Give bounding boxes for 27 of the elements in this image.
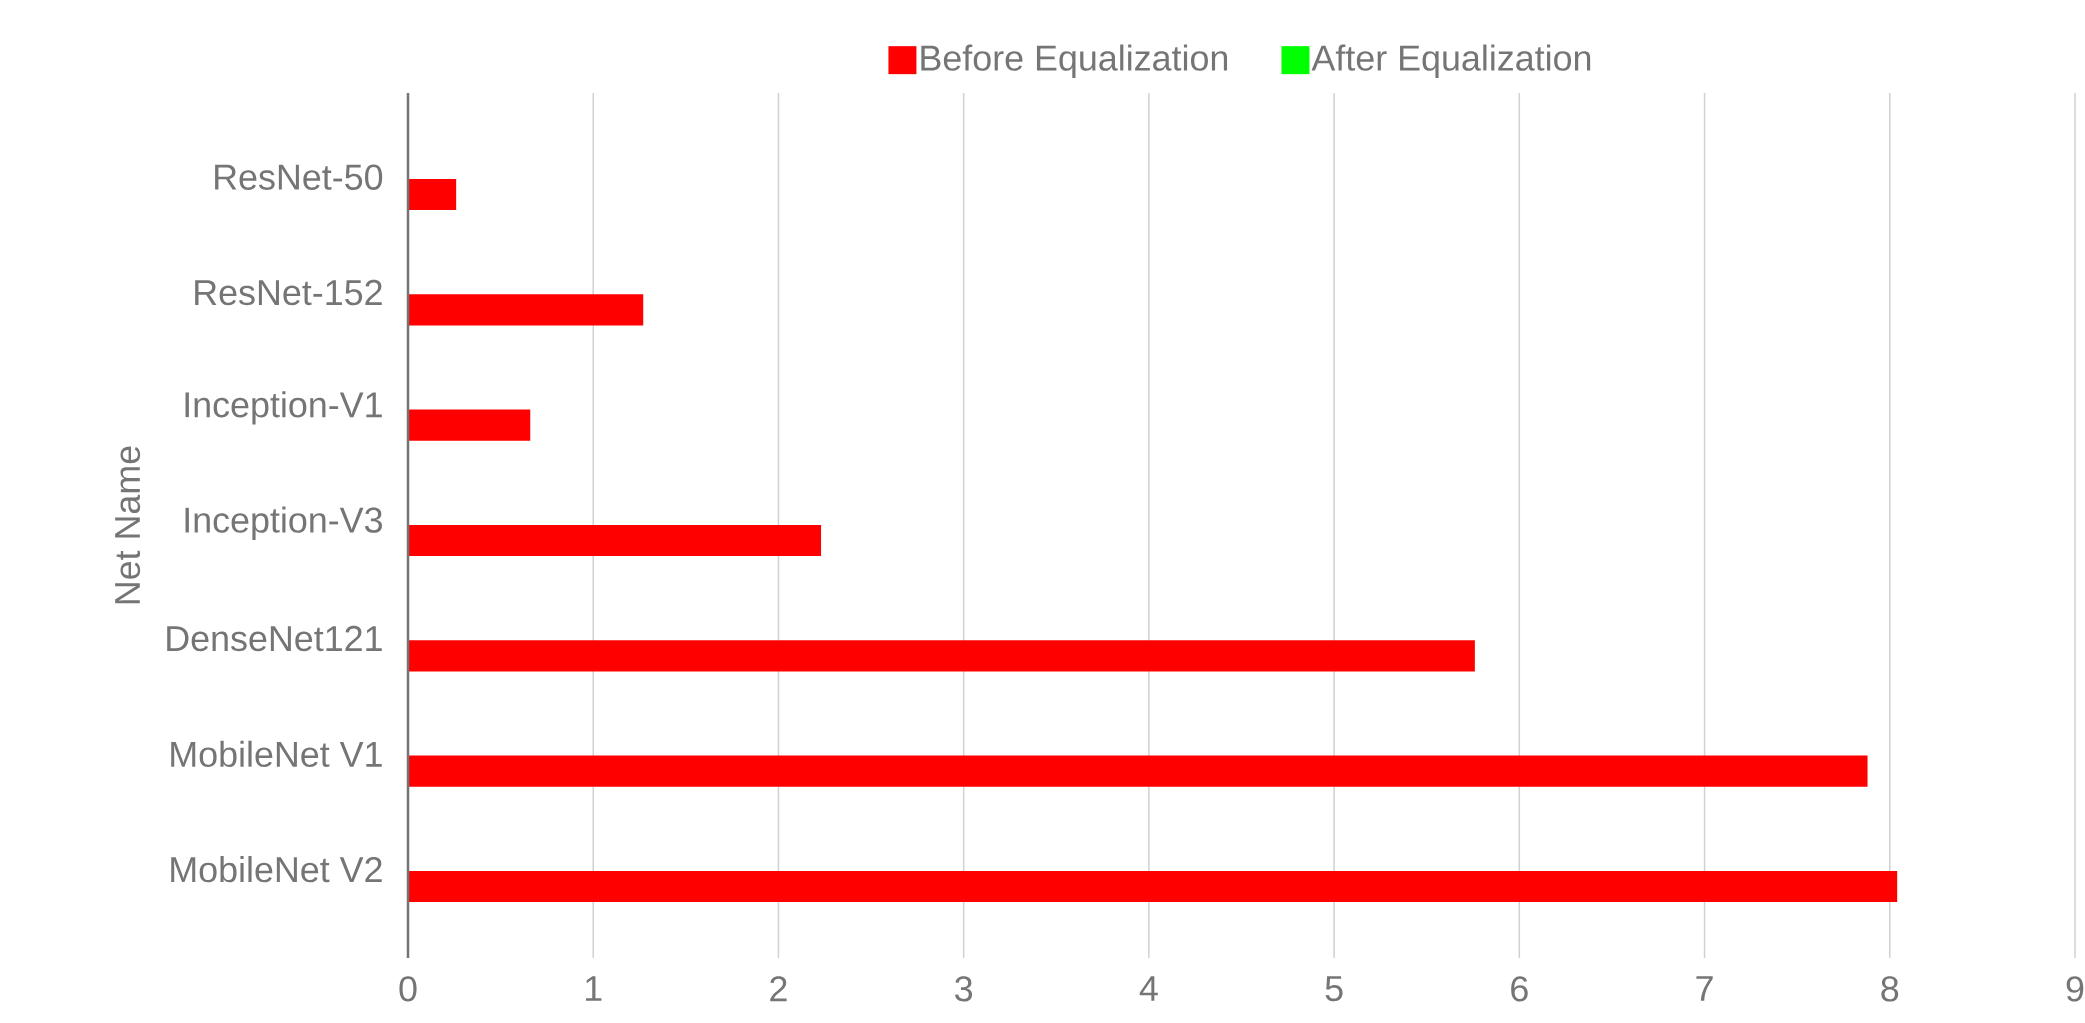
legend-label: Before Equalization — [921, 44, 1228, 78]
bar — [408, 294, 644, 326]
x-tick-label: 7 — [1696, 976, 1713, 1001]
y-tick-label: DenseNet121 — [167, 625, 382, 652]
x-tick-label: 2 — [770, 976, 787, 1002]
x-tick-label: 0 — [399, 976, 417, 1002]
x-tick-label: 3 — [955, 976, 973, 1002]
y-tick-label: ResNet-50 — [215, 164, 383, 190]
x-tick-label: 8 — [1881, 976, 1899, 1002]
x-tick-label: 1 — [585, 976, 602, 1001]
bar — [408, 640, 1475, 672]
y-tick-label: Inception-V3 — [185, 506, 382, 540]
bar — [408, 524, 822, 557]
y-tick-label: MobileNet V1 — [171, 740, 382, 768]
bar — [408, 870, 1898, 903]
y-tick-label: Inception-V1 — [185, 391, 382, 425]
bar — [408, 178, 457, 211]
y-axis-title: Net Name — [115, 446, 141, 604]
y-tick-label: ResNet-152 — [195, 279, 382, 306]
bar — [408, 755, 1868, 787]
bar — [408, 409, 531, 441]
x-tick-label: 5 — [1325, 976, 1343, 1002]
y-tick-label: MobileNet V2 — [171, 856, 382, 883]
legend-label: After Equalization — [1311, 44, 1591, 78]
x-tick-label: 6 — [1511, 976, 1528, 1002]
x-tick-label: 9 — [2066, 976, 2084, 1002]
x-tick-label: 4 — [1139, 976, 1158, 1001]
